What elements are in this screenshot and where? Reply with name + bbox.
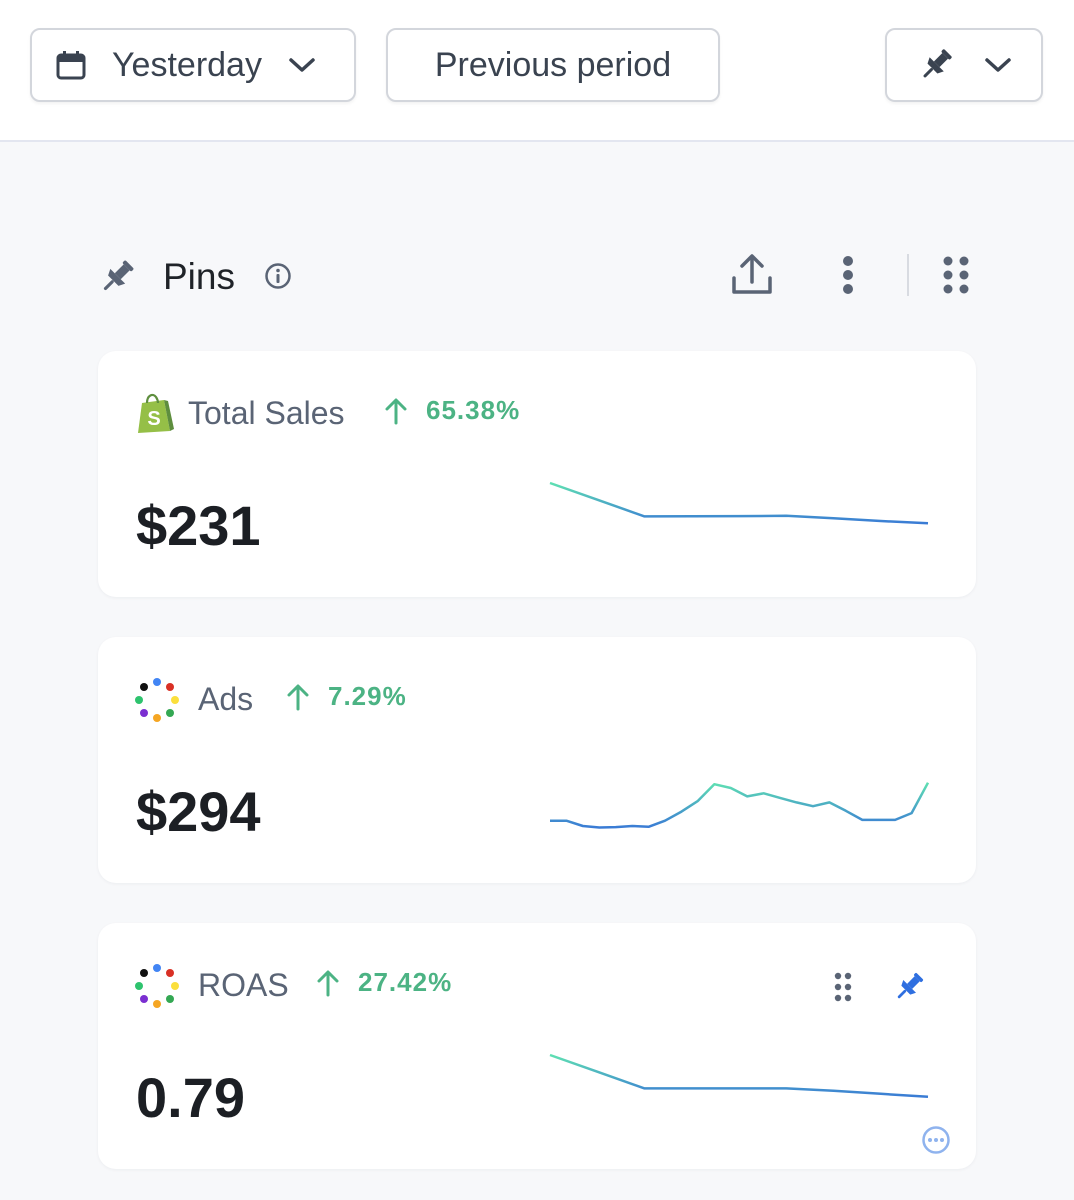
date-range-label: Yesterday bbox=[112, 45, 262, 84]
sparkline-chart bbox=[549, 1053, 929, 1099]
metric-card-roas[interactable]: ROAS 27.42% 0.79 bbox=[98, 923, 976, 1169]
metric-change: 7.29% bbox=[286, 681, 407, 712]
metric-change: 65.38% bbox=[384, 395, 520, 426]
metric-change: 27.42% bbox=[316, 967, 452, 998]
metric-name: ROAS bbox=[198, 967, 289, 1003]
metric-card-ads[interactable]: Ads 7.29% $294 bbox=[98, 637, 976, 883]
chevron-down-icon bbox=[985, 58, 1011, 72]
calendar-icon bbox=[56, 51, 86, 80]
compare-period-button[interactable]: Previous period bbox=[386, 28, 720, 102]
more-horizontal-circle-icon[interactable] bbox=[921, 1125, 951, 1155]
sparkline-series bbox=[549, 1053, 929, 1099]
sparkline-chart bbox=[549, 481, 929, 525]
info-icon[interactable] bbox=[264, 262, 292, 290]
arrow-up-icon bbox=[385, 398, 407, 424]
top-toolbar: Yesterday Previous period bbox=[0, 0, 1074, 142]
dots-logo-icon bbox=[135, 678, 179, 722]
metric-value: $294 bbox=[136, 780, 261, 843]
svg-text:S: S bbox=[147, 408, 160, 430]
dots-logo-icon bbox=[135, 964, 179, 1008]
arrow-up-icon bbox=[317, 970, 339, 996]
sparkline-series bbox=[549, 481, 929, 525]
pin-filter-dropdown[interactable] bbox=[885, 28, 1043, 102]
compare-period-label: Previous period bbox=[434, 45, 672, 84]
pin-icon bbox=[103, 260, 134, 291]
metric-change-value: 27.42% bbox=[358, 967, 453, 997]
chevron-down-icon bbox=[289, 58, 315, 72]
date-range-dropdown[interactable]: Yesterday bbox=[30, 28, 356, 102]
metric-change-value: 65.38% bbox=[426, 395, 521, 425]
metric-value: $231 bbox=[136, 494, 261, 557]
drag-handle-icon[interactable] bbox=[832, 971, 854, 1003]
metric-change-value: 7.29% bbox=[328, 681, 407, 711]
section-title: Pins bbox=[163, 256, 235, 297]
share-icon[interactable] bbox=[730, 252, 774, 298]
arrow-up-icon bbox=[287, 684, 309, 710]
sparkline-chart bbox=[550, 782, 930, 829]
metric-card-total-sales[interactable]: S Total Sales 65.38% $231 bbox=[98, 351, 976, 597]
metric-name: Total Sales bbox=[188, 395, 345, 431]
pin-icon bbox=[923, 49, 952, 78]
shopify-icon: S bbox=[138, 393, 174, 433]
metric-value: 0.79 bbox=[136, 1066, 245, 1129]
metric-name: Ads bbox=[198, 681, 254, 717]
toolbar-divider bbox=[907, 254, 909, 296]
pinned-icon[interactable] bbox=[891, 969, 927, 1005]
sparkline-series bbox=[550, 782, 930, 829]
pins-section-header: Pins bbox=[0, 240, 1074, 312]
grid-dots-icon[interactable] bbox=[940, 254, 972, 296]
more-vertical-icon[interactable] bbox=[836, 254, 860, 296]
